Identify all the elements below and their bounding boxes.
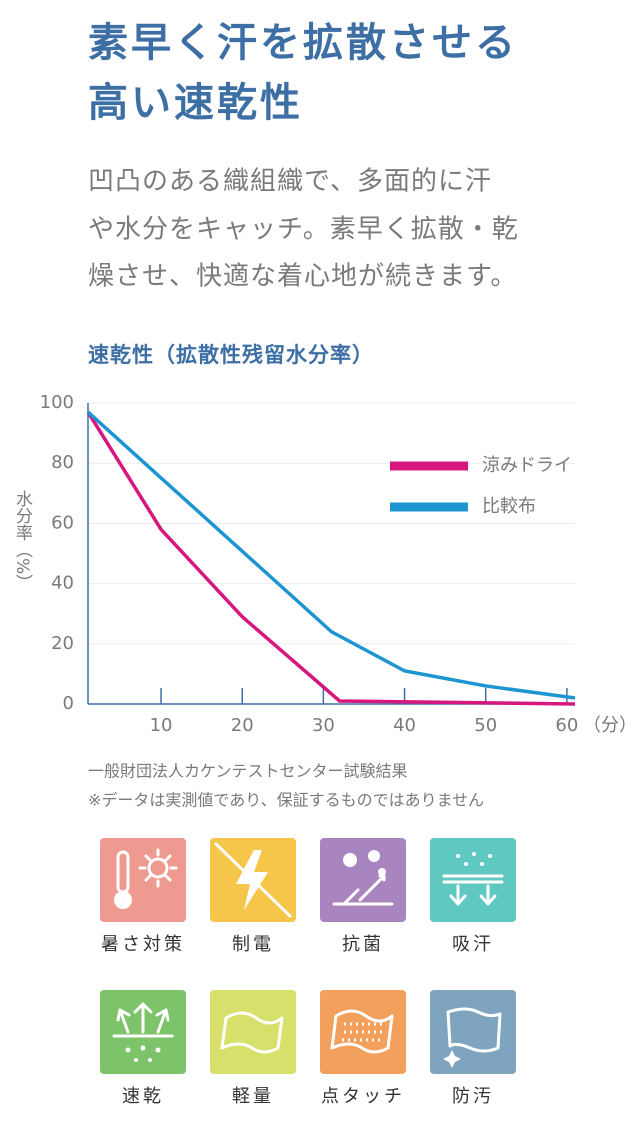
icon	[100, 838, 186, 922]
x-tick-label: 20	[231, 715, 254, 736]
icon	[320, 838, 406, 922]
footnote: 一般財団法人カケンテストセンター試験結果	[88, 762, 408, 781]
chart-title: 速乾性（拡散性残留水分率）	[88, 343, 374, 367]
headline: 素早く汗を拡散させる	[88, 20, 518, 66]
y-tick-label: 0	[63, 693, 74, 714]
icon	[430, 838, 516, 922]
x-tick-label: 50	[474, 715, 497, 736]
footnote: ※データは実測値であり、保証するものではありません	[88, 791, 484, 810]
icon	[210, 838, 296, 922]
y-tick-label: 60	[51, 512, 74, 533]
feature-label: 吸汗	[452, 934, 494, 955]
feature-label: 軽量	[232, 1086, 274, 1107]
feature-icons	[100, 838, 516, 1074]
feature-label: 抗菌	[342, 934, 384, 955]
feature-label: 制電	[232, 934, 274, 955]
x-tick-label: 30	[312, 715, 335, 736]
icon	[430, 990, 516, 1074]
y-tick-label: 40	[51, 573, 74, 594]
y-tick-label: 100	[40, 392, 74, 413]
description: 凹凸のある織組織で、多面的に汗	[88, 167, 492, 197]
data-line	[86, 411, 576, 706]
headline: 高い速乾性	[88, 80, 303, 126]
legend-label: 比較布	[482, 496, 536, 517]
feature-label: 点タッチ	[321, 1086, 405, 1107]
x-tick-label: 10	[150, 715, 173, 736]
x-tick-label: 60	[555, 715, 578, 736]
feature-label: 防汚	[452, 1086, 494, 1107]
feature-label: 速乾	[122, 1086, 164, 1107]
y-tick-label: 20	[51, 633, 74, 654]
description: 燥させ、快適な着心地が続きます。	[88, 262, 517, 292]
description: や水分をキャッチ。素早く拡散・乾	[88, 215, 519, 245]
x-tick-label: 40	[393, 715, 416, 736]
legend-label: 涼みドライ	[482, 455, 572, 476]
data-line	[86, 410, 576, 700]
feature-label: 暑さ対策	[101, 934, 185, 955]
x-axis-label: （分）	[583, 715, 637, 736]
icon	[210, 990, 296, 1074]
icon	[320, 990, 406, 1074]
y-axis-label: 水分率（%）	[12, 490, 33, 591]
icon	[100, 990, 186, 1074]
y-tick-label: 80	[51, 452, 74, 473]
